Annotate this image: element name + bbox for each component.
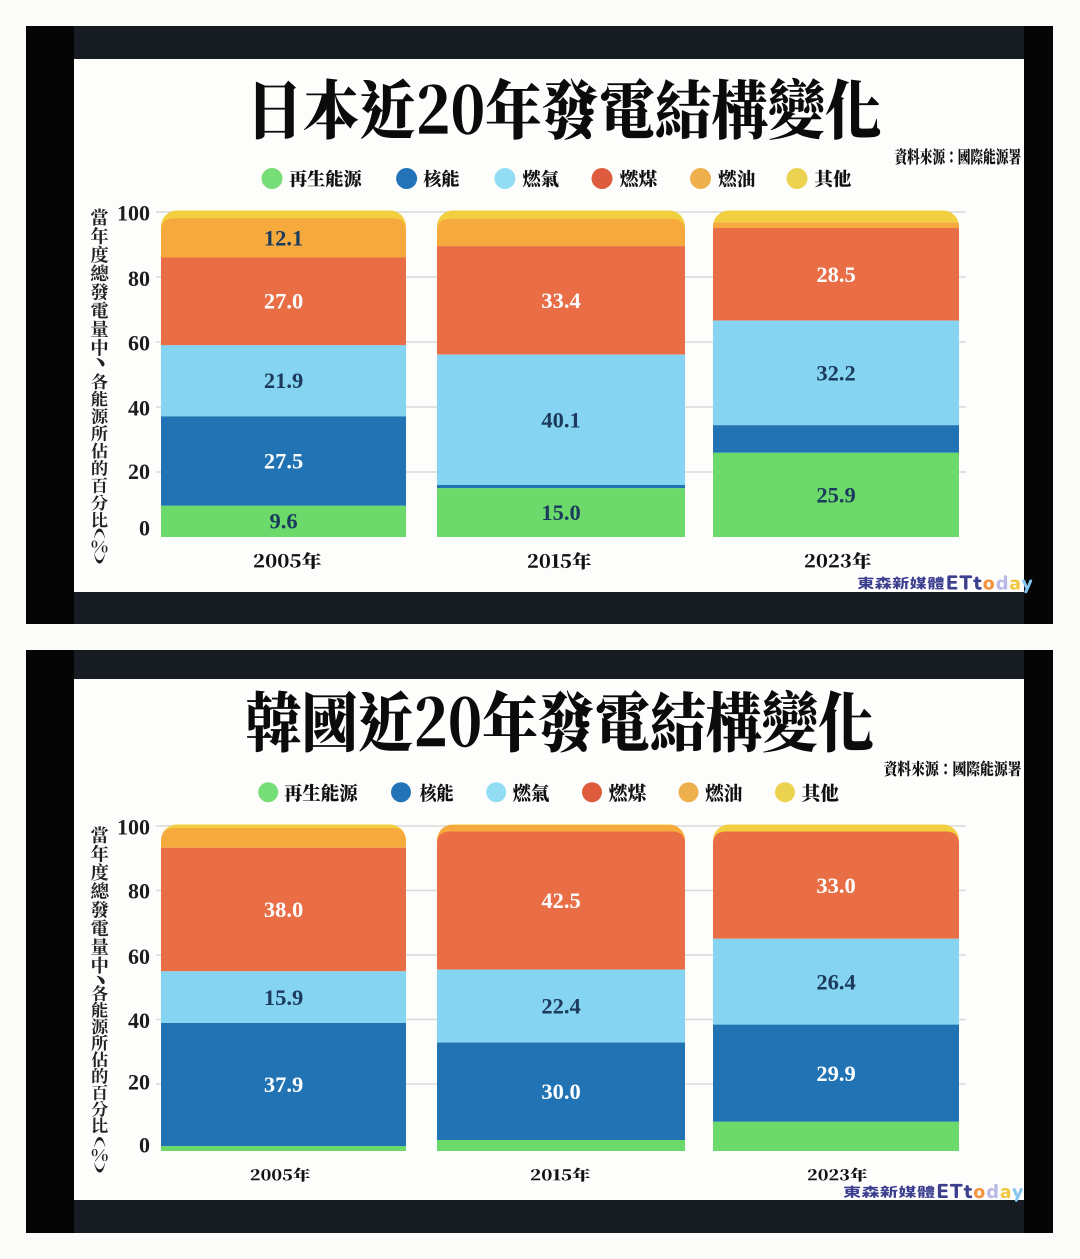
svg-text:60: 60 [128, 330, 150, 355]
svg-text:12.1: 12.1 [264, 226, 303, 251]
svg-text:25.9: 25.9 [816, 483, 855, 508]
svg-text:30.0: 30.0 [541, 1079, 580, 1104]
svg-text:26.4: 26.4 [816, 969, 855, 994]
svg-text:15.9: 15.9 [264, 985, 303, 1010]
svg-text:38.0: 38.0 [264, 897, 303, 922]
svg-text:60: 60 [128, 944, 150, 969]
svg-text:27.0: 27.0 [264, 289, 303, 314]
svg-text:20: 20 [128, 1069, 150, 1094]
svg-text:21.9: 21.9 [264, 368, 303, 393]
svg-text:22.4: 22.4 [541, 994, 580, 1019]
svg-text:42.5: 42.5 [541, 888, 580, 913]
svg-text:40: 40 [128, 395, 150, 420]
svg-text:29.9: 29.9 [816, 1061, 855, 1086]
svg-text:0: 0 [139, 516, 150, 541]
svg-text:33.0: 33.0 [816, 873, 855, 898]
svg-text:20: 20 [128, 459, 150, 484]
svg-text:80: 80 [128, 878, 150, 903]
svg-text:15.0: 15.0 [541, 500, 580, 525]
svg-text:32.2: 32.2 [816, 361, 855, 386]
svg-text:40: 40 [128, 1008, 150, 1033]
svg-text:27.5: 27.5 [264, 449, 303, 474]
svg-text:100: 100 [117, 814, 150, 839]
svg-text:100: 100 [117, 200, 150, 225]
svg-text:80: 80 [128, 266, 150, 291]
svg-text:33.4: 33.4 [541, 288, 580, 313]
svg-text:40.1: 40.1 [541, 407, 580, 432]
svg-text:37.9: 37.9 [264, 1072, 303, 1097]
svg-text:0: 0 [139, 1132, 150, 1157]
svg-text:9.6: 9.6 [269, 509, 297, 534]
svg-text:28.5: 28.5 [816, 262, 855, 287]
